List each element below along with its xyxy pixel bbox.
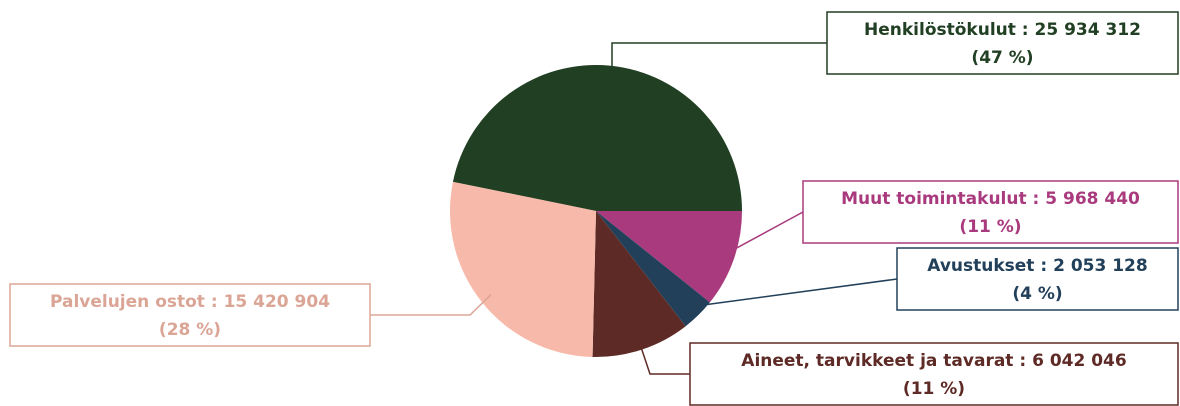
slice-label: Henkilöstökulut : 25 934 312 — [864, 20, 1141, 40]
separator: : — [1034, 256, 1053, 276]
leader-line — [370, 294, 492, 316]
slice-label: Avustukset : 2 053 128 — [927, 256, 1147, 276]
category-name: Muut toimintakulut — [841, 189, 1027, 209]
category-name: Aineet, tarvikkeet ja tavarat — [741, 351, 1013, 371]
label-box — [9, 283, 371, 347]
category-name: Palvelujen ostot — [50, 292, 205, 312]
percent-label: (47 %) — [971, 48, 1033, 68]
separator: : — [1013, 351, 1032, 371]
label-box — [826, 11, 1179, 75]
slice-label: Aineet, tarvikkeet ja tavarat : 6 042 04… — [741, 351, 1126, 371]
leader-line — [637, 338, 690, 375]
label-box — [896, 247, 1179, 311]
category-name: Avustukset — [927, 256, 1034, 276]
percent-label: (11 %) — [959, 217, 1021, 237]
separator: : — [1016, 20, 1035, 40]
percent-label: (28 %) — [159, 320, 221, 340]
category-name: Henkilöstökulut — [864, 20, 1016, 40]
leader-line — [690, 278, 898, 308]
separator: : — [205, 292, 224, 312]
leader-line — [611, 42, 827, 66]
label-box — [689, 342, 1179, 406]
separator: : — [1027, 189, 1046, 209]
value-label: 2 053 128 — [1053, 256, 1148, 276]
pie-slice — [596, 211, 742, 303]
pie-slice — [450, 181, 596, 357]
slice-label: Palvelujen ostot : 15 420 904 — [50, 292, 330, 312]
pie-slice — [592, 211, 686, 357]
value-label: 6 042 046 — [1032, 351, 1127, 371]
percent-label: (11 %) — [903, 379, 965, 399]
label-box — [802, 180, 1179, 244]
pie-slice — [452, 64, 742, 211]
percent-label: (4 %) — [1012, 284, 1062, 304]
value-label: 5 968 440 — [1045, 189, 1140, 209]
value-label: 25 934 312 — [1035, 20, 1141, 40]
pie-slice — [596, 211, 710, 327]
leader-line — [722, 211, 804, 257]
slice-label: Muut toimintakulut : 5 968 440 — [841, 189, 1140, 209]
value-label: 15 420 904 — [224, 292, 331, 312]
